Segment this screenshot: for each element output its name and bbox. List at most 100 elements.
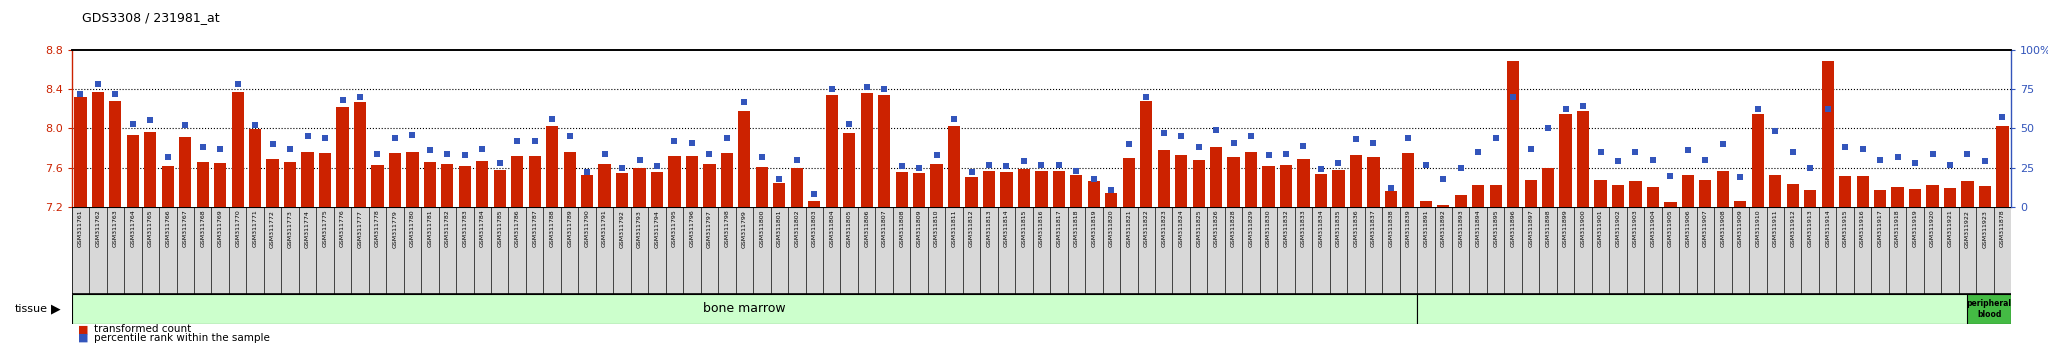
Text: GSM311796: GSM311796: [690, 210, 694, 247]
Point: [221, 81, 254, 87]
Point: [1810, 107, 1843, 112]
Text: GSM311795: GSM311795: [672, 210, 678, 247]
Text: GSM311821: GSM311821: [1126, 210, 1130, 247]
Text: GSM311805: GSM311805: [846, 210, 852, 247]
Text: GSM311820: GSM311820: [1108, 210, 1114, 247]
Bar: [1087, 182, 1100, 207]
Bar: [770, 207, 788, 294]
Bar: [1769, 175, 1782, 207]
Point: [502, 138, 535, 144]
Point: [1305, 166, 1337, 172]
Bar: [1260, 207, 1278, 294]
Bar: [1626, 207, 1645, 294]
Text: GSM311837: GSM311837: [1370, 210, 1376, 247]
Bar: [477, 161, 487, 207]
Bar: [1399, 207, 1417, 294]
Point: [1968, 159, 2001, 164]
Point: [465, 146, 498, 152]
Point: [727, 99, 760, 104]
Point: [1061, 168, 1094, 174]
Text: GSM311797: GSM311797: [707, 210, 713, 247]
Bar: [1909, 189, 1921, 207]
Point: [1182, 144, 1214, 150]
Bar: [1665, 202, 1677, 207]
Bar: [1071, 175, 1083, 207]
Bar: [387, 207, 403, 294]
Point: [1882, 154, 1915, 160]
Bar: [1329, 207, 1348, 294]
Text: GSM311916: GSM311916: [1860, 210, 1866, 247]
Text: GSM311826: GSM311826: [1214, 210, 1219, 247]
Bar: [528, 156, 541, 207]
Bar: [92, 92, 104, 207]
Point: [1286, 143, 1319, 148]
Point: [1358, 140, 1391, 145]
Point: [903, 165, 936, 171]
Bar: [1032, 207, 1051, 294]
Bar: [1227, 157, 1239, 207]
Bar: [578, 207, 596, 294]
Text: GSM311913: GSM311913: [1808, 210, 1812, 247]
Bar: [1976, 207, 1993, 294]
Bar: [1958, 207, 1976, 294]
Text: GSM311919: GSM311919: [1913, 210, 1917, 247]
Point: [799, 192, 831, 197]
Bar: [1120, 207, 1137, 294]
Bar: [211, 207, 229, 294]
Text: GSM311815: GSM311815: [1022, 210, 1026, 247]
Bar: [1575, 207, 1591, 294]
Point: [1042, 162, 1075, 167]
Point: [815, 86, 848, 92]
Point: [745, 154, 778, 160]
Bar: [1364, 207, 1382, 294]
Bar: [354, 102, 367, 207]
Bar: [299, 207, 315, 294]
Point: [1024, 162, 1057, 167]
Bar: [492, 207, 508, 294]
Text: GSM311764: GSM311764: [131, 210, 135, 247]
Bar: [1487, 207, 1505, 294]
Bar: [1106, 193, 1118, 207]
Bar: [543, 207, 561, 294]
Text: GSM311911: GSM311911: [1774, 210, 1778, 247]
Text: GSM311817: GSM311817: [1057, 210, 1061, 247]
Text: GSM311763: GSM311763: [113, 210, 119, 247]
Bar: [1714, 207, 1731, 294]
Bar: [1245, 152, 1257, 207]
Text: GSM311910: GSM311910: [1755, 210, 1761, 247]
Bar: [72, 294, 1417, 324]
Bar: [1225, 207, 1243, 294]
Text: GSM311774: GSM311774: [305, 210, 309, 247]
Text: ■: ■: [78, 333, 88, 343]
Bar: [754, 207, 770, 294]
Text: GSM311895: GSM311895: [1493, 210, 1499, 247]
Bar: [229, 207, 246, 294]
Bar: [143, 132, 156, 207]
Text: GSM311811: GSM311811: [952, 210, 956, 247]
Text: GSM311778: GSM311778: [375, 210, 381, 247]
Bar: [1962, 181, 1974, 207]
Text: GSM311897: GSM311897: [1528, 210, 1534, 247]
Point: [1427, 176, 1460, 182]
Text: GSM311781: GSM311781: [428, 210, 432, 247]
Bar: [1786, 184, 1798, 207]
Bar: [334, 207, 352, 294]
Bar: [719, 207, 735, 294]
Bar: [1157, 150, 1169, 207]
Text: GSM311896: GSM311896: [1511, 210, 1516, 247]
Point: [1165, 133, 1198, 139]
Bar: [266, 159, 279, 207]
Point: [1339, 137, 1372, 142]
Point: [1008, 159, 1040, 164]
Bar: [1997, 126, 2009, 207]
Bar: [1888, 207, 1907, 294]
Bar: [1802, 207, 1819, 294]
Bar: [1978, 187, 1991, 207]
Bar: [1716, 171, 1729, 207]
Text: GSM311794: GSM311794: [655, 210, 659, 247]
Bar: [928, 207, 946, 294]
Text: GSM311839: GSM311839: [1405, 210, 1411, 247]
Bar: [879, 95, 891, 207]
Bar: [1968, 294, 2011, 324]
Bar: [315, 207, 334, 294]
